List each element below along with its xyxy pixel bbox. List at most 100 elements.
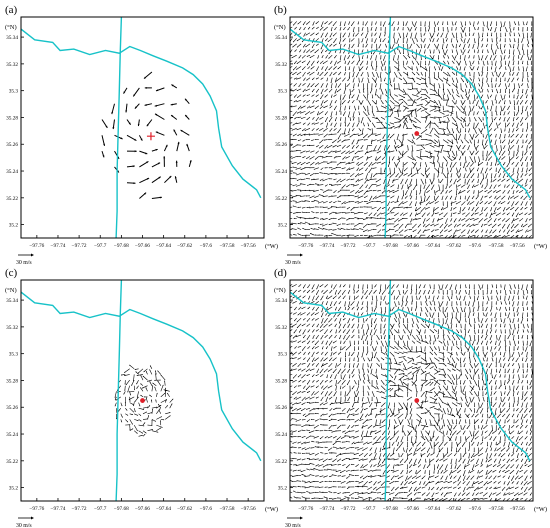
y-tick-label: 35.28 <box>275 378 287 384</box>
plot-frame <box>20 16 265 239</box>
x-tick-label: −97.66 <box>404 506 419 512</box>
x-tick-label: −97.6 <box>200 506 213 512</box>
x-tick-label: −97.58 <box>220 506 235 512</box>
scale-arrow-head <box>300 516 303 520</box>
center-dot-marker <box>414 131 420 136</box>
y-unit-label: (°N) <box>5 287 17 294</box>
x-tick-label: −97.66 <box>135 243 150 249</box>
panel-b: −97.76 −97.74 −97.72 −97.7 −97.68 −97.66 −97.6… <box>274 4 547 266</box>
river-boundary <box>21 28 262 199</box>
scale-label: 30 m/s <box>285 523 301 528</box>
x-tick-label: −97.64 <box>156 243 171 249</box>
river-boundary <box>290 28 531 199</box>
y-tick-label: 35.34 <box>275 35 287 41</box>
vector-shafts <box>101 71 192 199</box>
plot-area <box>290 17 533 238</box>
y-tick-label: 35.32 <box>6 62 18 68</box>
x-tick-label: −97.76 <box>29 243 44 249</box>
x-tick-label: −97.62 <box>446 506 461 512</box>
y-tick-label: 35.24 <box>275 432 287 438</box>
x-tick-label: −97.64 <box>425 506 440 512</box>
y-tick-label: 35.34 <box>6 298 18 304</box>
x-tick-label: −97.76 <box>298 506 313 512</box>
y-unit-label: (°N) <box>274 24 286 31</box>
y-tick-label: 35.22 <box>275 196 287 202</box>
scale-arrow-head <box>300 253 303 257</box>
y-tick-label: 35.26 <box>6 405 18 411</box>
x-tick-label: −97.58 <box>489 243 504 249</box>
plot-frame <box>289 279 534 502</box>
panel-label: (b) <box>274 4 287 16</box>
y-tick-label: 35.32 <box>275 62 287 68</box>
x-unit-label: (°W) <box>265 506 278 513</box>
road-boundary <box>384 280 392 501</box>
river-boundary <box>21 291 262 462</box>
x-tick-label: −97.74 <box>320 506 335 512</box>
x-tick-label: −97.62 <box>177 243 192 249</box>
y-tick-label: 35.24 <box>275 169 287 175</box>
y-tick-label: 35.22 <box>6 196 18 202</box>
road-boundary <box>115 17 123 238</box>
x-tick-label: −97.56 <box>241 243 256 249</box>
x-tick-label: −97.7 <box>94 506 107 512</box>
road-boundary <box>384 17 392 238</box>
plot-area <box>290 280 533 501</box>
center-dot-marker <box>140 398 145 403</box>
scale-label: 30 m/s <box>285 260 301 266</box>
y-tick-label: 35.32 <box>6 325 18 331</box>
x-tick-label: −97.72 <box>341 506 356 512</box>
y-tick-label: 35.34 <box>275 298 287 304</box>
vector-heads <box>290 284 533 501</box>
y-tick-label: 35.22 <box>275 459 287 465</box>
y-tick-label: 35.28 <box>6 115 18 121</box>
x-tick-label: −97.58 <box>220 243 235 249</box>
vector-shafts <box>290 284 533 501</box>
y-tick-label: 35.2 <box>278 223 288 229</box>
y-tick-label: 35.2 <box>9 486 19 492</box>
vector-field <box>101 71 192 199</box>
y-tick-label: 35.34 <box>6 35 18 41</box>
vector-field <box>290 284 533 501</box>
panel-label: (a) <box>5 4 18 16</box>
x-tick-label: −97.7 <box>363 506 376 512</box>
y-tick-label: 35.26 <box>275 142 287 148</box>
y-tick-label: 35.28 <box>275 115 287 121</box>
panel-c: −97.76 −97.74 −97.72 −97.7 −97.68 −97.66 −97.6… <box>5 267 278 528</box>
y-tick-label: 35.3 <box>9 352 19 358</box>
x-unit-label: (°W) <box>265 243 278 250</box>
y-unit-label: (°N) <box>274 287 286 294</box>
y-tick-label: 35.22 <box>6 459 18 465</box>
y-tick-label: 35.24 <box>6 169 18 175</box>
x-tick-label: −97.72 <box>72 506 87 512</box>
x-tick-label: −97.58 <box>489 506 504 512</box>
x-unit-label: (°W) <box>534 506 547 513</box>
x-unit-label: (°W) <box>534 243 547 250</box>
x-tick-label: −97.56 <box>510 243 525 249</box>
y-tick-label: 35.28 <box>6 378 18 384</box>
x-tick-label: −97.64 <box>425 243 440 249</box>
x-tick-label: −97.62 <box>446 243 461 249</box>
river-boundary <box>290 291 531 462</box>
x-tick-label: −97.64 <box>156 506 171 512</box>
x-tick-label: −97.7 <box>94 243 107 249</box>
x-tick-label: −97.72 <box>341 243 356 249</box>
panel-d: −97.76 −97.74 −97.72 −97.7 −97.68 −97.66 −97.6… <box>274 267 547 528</box>
x-tick-label: −97.68 <box>383 506 398 512</box>
vector-field <box>114 364 174 437</box>
x-tick-label: −97.72 <box>72 243 87 249</box>
x-tick-label: −97.68 <box>114 506 129 512</box>
scale-arrow-head <box>31 516 34 520</box>
y-tick-label: 35.26 <box>6 142 18 148</box>
x-tick-label: −97.68 <box>114 243 129 249</box>
vector-heads <box>102 76 192 199</box>
y-tick-label: 35.32 <box>275 325 287 331</box>
vector-shafts <box>114 364 174 437</box>
x-tick-label: −97.66 <box>135 506 150 512</box>
x-tick-label: −97.56 <box>241 506 256 512</box>
x-tick-label: −97.74 <box>320 243 335 249</box>
x-tick-label: −97.76 <box>298 243 313 249</box>
x-tick-label: −97.62 <box>177 506 192 512</box>
x-tick-label: −97.76 <box>29 506 44 512</box>
y-tick-label: 35.3 <box>278 352 288 358</box>
x-tick-label: −97.7 <box>363 243 376 249</box>
